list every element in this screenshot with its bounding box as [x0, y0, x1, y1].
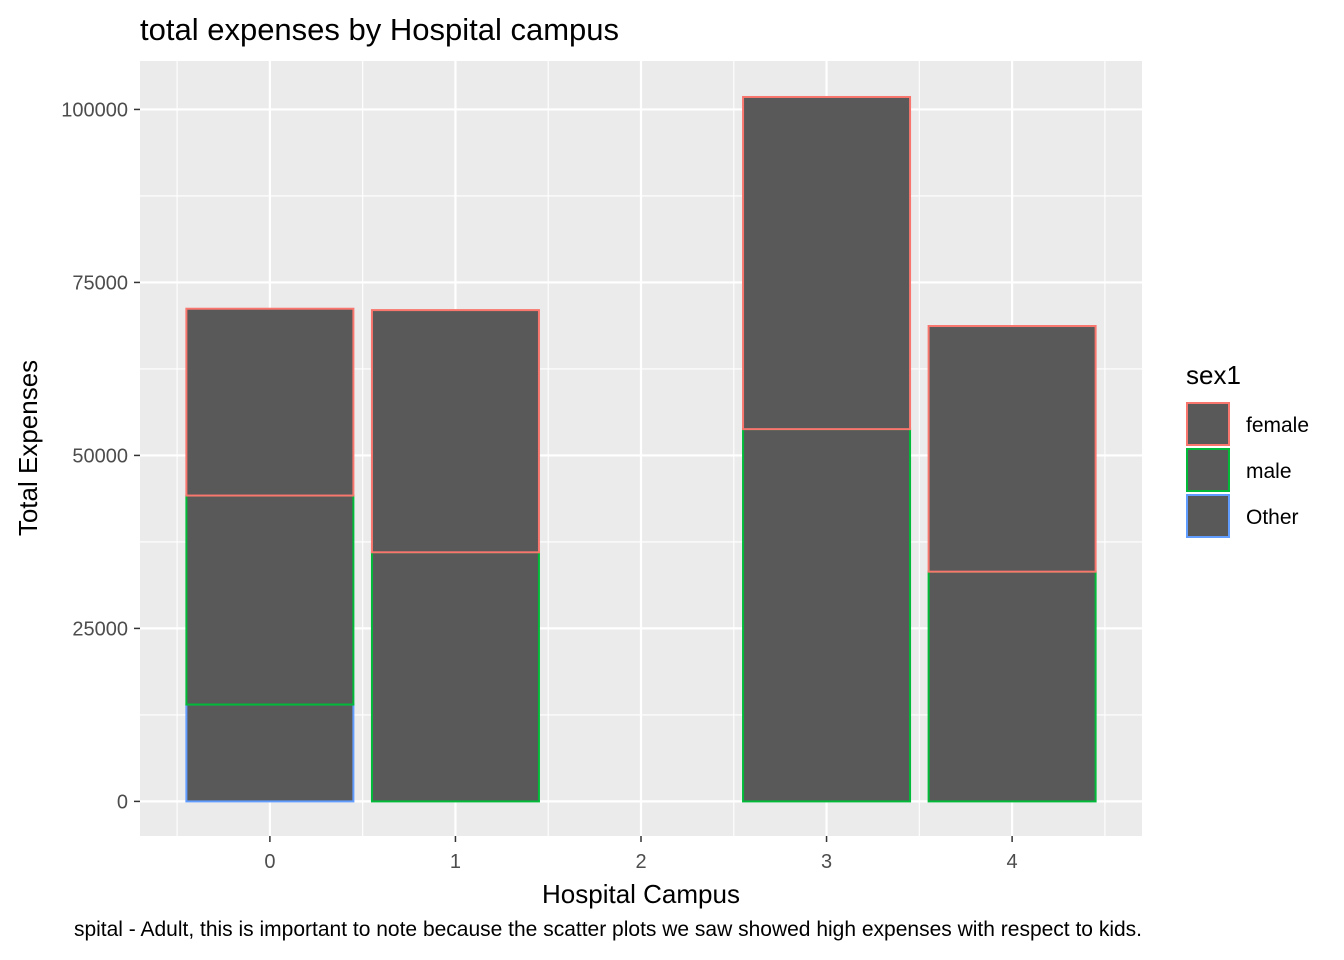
legend-key-other: [1186, 494, 1230, 538]
y-axis-ticks: 0 25000 50000 75000 100000: [61, 99, 140, 813]
legend: sex1 female male Other: [1186, 360, 1309, 538]
y-tick-label: 50000: [72, 445, 128, 467]
bar-segment-other: [185, 703, 355, 803]
bar-segment-male: [742, 428, 912, 803]
x-tick-label: 1: [450, 851, 461, 873]
y-axis-title: Total Expenses: [13, 360, 43, 536]
x-tick-label: 3: [821, 851, 832, 873]
bar-segment-female: [370, 309, 540, 554]
y-tick-label: 25000: [72, 618, 128, 640]
legend-label-male: male: [1246, 460, 1292, 483]
caption-row: spital - Adult, this is important to not…: [0, 918, 1344, 948]
bar-segment-female: [185, 307, 355, 497]
bar-segment-male: [370, 551, 540, 803]
x-tick-label: 0: [264, 851, 275, 873]
y-tick-label: 75000: [72, 272, 128, 294]
legend-title: sex1: [1186, 360, 1241, 390]
x-tick-label: 4: [1007, 851, 1018, 873]
bars: [185, 95, 1097, 803]
bar-segment-female: [742, 95, 912, 431]
chart-title: total expenses by Hospital campus: [140, 12, 619, 47]
bar-segment-female: [927, 325, 1097, 573]
legend-key-male: [1186, 448, 1230, 492]
bar-segment-male: [185, 494, 355, 706]
caption-text: spital - Adult, this is important to not…: [73, 918, 1142, 941]
legend-label-female: female: [1246, 414, 1309, 437]
x-axis-title: Hospital Campus: [542, 879, 740, 909]
legend-label-other: Other: [1246, 506, 1299, 529]
legend-key-female: [1186, 402, 1230, 446]
y-tick-label: 0: [117, 791, 128, 813]
x-axis-ticks: 0 1 2 3 4: [264, 836, 1018, 873]
bar-segment-male: [927, 570, 1097, 803]
x-tick-label: 2: [635, 851, 646, 873]
y-tick-label: 100000: [61, 99, 128, 121]
